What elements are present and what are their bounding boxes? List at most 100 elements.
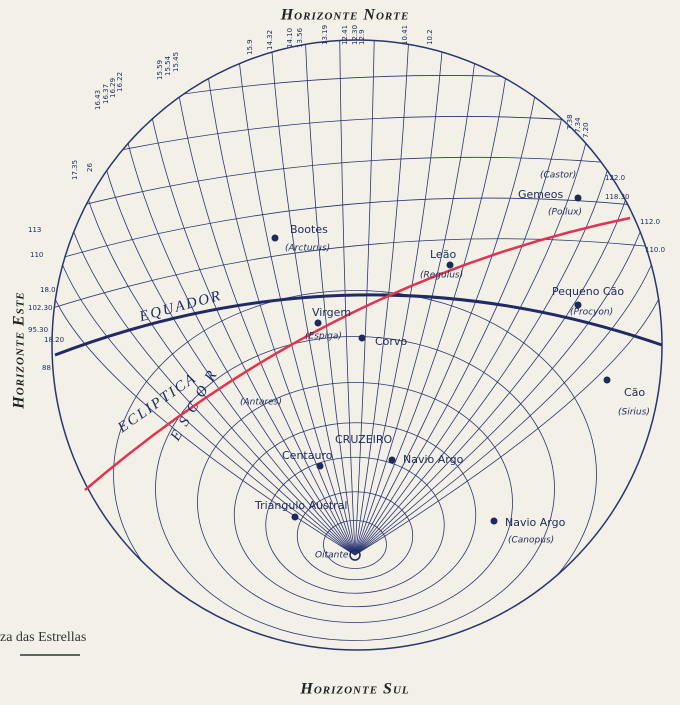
parallel xyxy=(52,156,662,217)
hour-circle xyxy=(354,193,628,556)
star-name: Navio Argo xyxy=(505,516,566,529)
horizon-circle xyxy=(51,39,663,651)
star-note: (Regulus) xyxy=(420,271,463,281)
star-note: (Castor) xyxy=(540,171,576,181)
tick-label: 18.0 xyxy=(40,286,56,294)
hour-circle xyxy=(354,113,564,556)
tick-label: 15.9 xyxy=(246,39,254,55)
tick-label: 26 xyxy=(86,163,94,172)
tick-label: 16.37 xyxy=(102,84,110,104)
caption: za das Estrellas xyxy=(0,630,86,645)
star-marker xyxy=(446,261,454,269)
star-note: (Espiga) xyxy=(305,332,342,342)
hour-circle xyxy=(70,224,356,556)
south-label: Horizonte Sul xyxy=(299,681,409,698)
equator-label: EQUADOR xyxy=(137,288,224,326)
tick-label: 16.22 xyxy=(116,72,124,92)
tick-label: 7.20 xyxy=(582,122,590,138)
star-note: (Arcturus) xyxy=(285,244,330,254)
tick-label: 95.30 xyxy=(28,326,48,334)
tick-label: 15.59 xyxy=(156,60,164,80)
star-marker xyxy=(271,234,279,242)
ecliptic xyxy=(84,216,631,491)
star-name: Cão xyxy=(624,386,645,399)
star-marker xyxy=(574,194,582,202)
hour-circle xyxy=(52,291,356,556)
hour-circle xyxy=(354,73,507,556)
star-name: Virgem xyxy=(312,306,351,319)
tick-label: 113 xyxy=(28,226,41,234)
tick-label: 10.2 xyxy=(426,29,434,45)
tick-label: 14.32 xyxy=(266,30,274,50)
tick-label: 110 xyxy=(30,251,43,259)
star-marker xyxy=(316,462,324,470)
star-marker xyxy=(291,513,299,521)
tick-label: 7.34 xyxy=(574,117,582,133)
tick-label: 17.35 xyxy=(71,160,79,180)
star-note: (Sirius) xyxy=(618,408,650,418)
hour-circle xyxy=(354,40,410,556)
tick-label: 7.38 xyxy=(566,114,574,130)
hour-circle xyxy=(238,58,356,556)
star-note: (Canopus) xyxy=(508,536,554,546)
tick-label: 16.43 xyxy=(94,90,102,110)
hour-circle xyxy=(354,137,588,556)
tick-label: 13.56 xyxy=(296,27,304,48)
tick-label: 12.41 xyxy=(341,25,349,45)
tick-label: 18.20 xyxy=(44,336,64,344)
star-note: CRUZEIRO xyxy=(335,433,393,446)
tick-label: 118.30 xyxy=(605,193,630,201)
tick-label: 15.45 xyxy=(172,52,180,72)
hour-circle xyxy=(207,73,356,556)
hour-circle xyxy=(354,291,662,556)
tick-label: 12.9 xyxy=(358,29,366,45)
tick-label: 122.0 xyxy=(605,174,625,182)
north-label: Horizonte Norte xyxy=(280,7,410,24)
tick-label: 14.10 xyxy=(286,28,294,48)
hour-circle xyxy=(354,46,443,556)
star-marker xyxy=(574,301,582,309)
hour-circle xyxy=(150,113,356,556)
hour-circle xyxy=(354,58,476,556)
star-name: Navio Argo xyxy=(403,453,464,466)
hour-circle xyxy=(354,224,644,556)
hour-circle xyxy=(354,164,610,556)
star-marker xyxy=(358,334,366,342)
star-name: Leão xyxy=(430,248,456,261)
declination-circle xyxy=(113,290,597,650)
east-label: Horizonte Este xyxy=(11,291,28,410)
star-marker xyxy=(603,376,611,384)
declination-circle xyxy=(296,491,414,581)
tick-label: 110.0 xyxy=(645,246,665,254)
hour-circle xyxy=(59,257,356,556)
star-note: (Pollux) xyxy=(548,208,582,218)
tick-label: 16.29 xyxy=(109,78,117,98)
star-name: Pequeno Cão xyxy=(552,285,624,298)
pole-marker xyxy=(349,549,361,561)
hour-circle xyxy=(104,164,356,556)
tick-label: 12.30 xyxy=(351,25,359,45)
star-note: Oitante xyxy=(315,551,349,561)
declination-circle xyxy=(265,456,445,594)
equator xyxy=(54,293,663,357)
star-name: Gemeos xyxy=(518,188,564,201)
tick-label: 10.41 xyxy=(401,25,409,45)
star-name: Triangulo Austral xyxy=(254,499,348,512)
declination-circle xyxy=(155,336,555,641)
declination-circle xyxy=(197,382,513,623)
star-note: (Procyon) xyxy=(570,308,613,318)
declination-circle xyxy=(323,520,387,569)
star-marker xyxy=(314,319,322,327)
star-note: (Antares) xyxy=(240,398,282,408)
star-name: Corvo xyxy=(375,335,407,348)
star-name: Bootes xyxy=(290,223,328,236)
tick-label: 88 xyxy=(42,364,51,372)
parallel xyxy=(52,238,662,313)
hour-circle xyxy=(126,137,356,556)
hour-circle xyxy=(86,193,356,556)
parallel xyxy=(52,75,662,121)
star-name: Centauro xyxy=(282,449,333,462)
hour-circle xyxy=(354,257,655,556)
star-marker xyxy=(490,517,498,525)
